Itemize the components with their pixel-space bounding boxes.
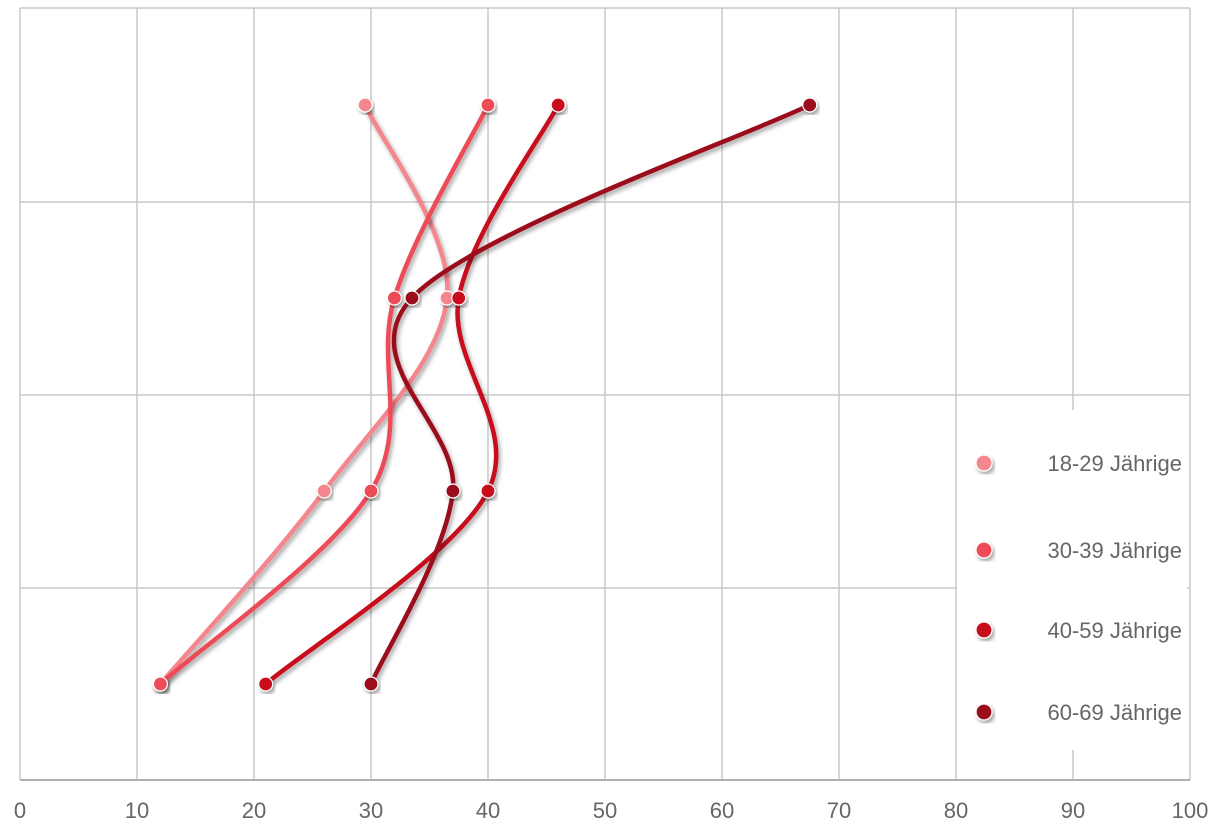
grid	[19, 7, 1191, 781]
x-tick-label: 100	[1172, 798, 1209, 823]
data-point	[802, 97, 818, 113]
legend-item: 60-69 Jährige	[975, 700, 1182, 725]
data-point	[152, 676, 168, 692]
data-point	[258, 676, 274, 692]
legend-item: 30-39 Jährige	[975, 538, 1182, 563]
legend-label: 60-69 Jährige	[1047, 700, 1182, 725]
x-tick-label: 80	[944, 798, 968, 823]
legend-label: 30-39 Jährige	[1047, 538, 1182, 563]
legend-background	[957, 410, 1187, 750]
x-tick-label: 0	[14, 798, 26, 823]
data-point	[550, 97, 566, 113]
series-4	[363, 97, 818, 692]
data-point	[357, 97, 373, 113]
data-point	[386, 290, 402, 306]
x-axis: 0 10 20 30 40 50 60 70 80 90 100	[14, 779, 1209, 823]
x-tick-label: 90	[1061, 798, 1085, 823]
data-point	[363, 676, 379, 692]
legend-marker	[975, 703, 993, 721]
legend-item: 40-59 Jährige	[975, 618, 1182, 643]
legend-label: 18-29 Jährige	[1047, 451, 1182, 476]
data-point	[480, 483, 496, 499]
series-line	[158, 102, 491, 687]
legend-marker	[975, 621, 993, 639]
x-tick-label: 50	[593, 798, 617, 823]
legend-label: 40-59 Jährige	[1047, 618, 1182, 643]
data-point	[363, 483, 379, 499]
series-2	[152, 97, 496, 692]
data-point	[445, 483, 461, 499]
series-line	[158, 102, 450, 687]
x-tick-label: 30	[359, 798, 383, 823]
series-line	[368, 102, 812, 687]
legend-box	[957, 410, 1187, 750]
data-point	[404, 290, 420, 306]
x-tick-label: 70	[827, 798, 851, 823]
legend-marker	[975, 454, 993, 472]
x-tick-label: 40	[476, 798, 500, 823]
legend-marker	[975, 541, 993, 559]
legend-item: 18-29 Jährige	[975, 451, 1182, 476]
data-point	[316, 483, 332, 499]
x-tick-label: 10	[125, 798, 149, 823]
x-tick-label: 20	[242, 798, 266, 823]
series-lines	[152, 97, 818, 692]
x-tick-label: 60	[710, 798, 734, 823]
data-point	[480, 97, 496, 113]
legend: 18-29 Jährige 30-39 Jährige 40-59 Jährige 6…	[975, 451, 1182, 725]
data-point	[451, 290, 467, 306]
series-3	[258, 97, 566, 692]
series-line	[263, 102, 561, 687]
